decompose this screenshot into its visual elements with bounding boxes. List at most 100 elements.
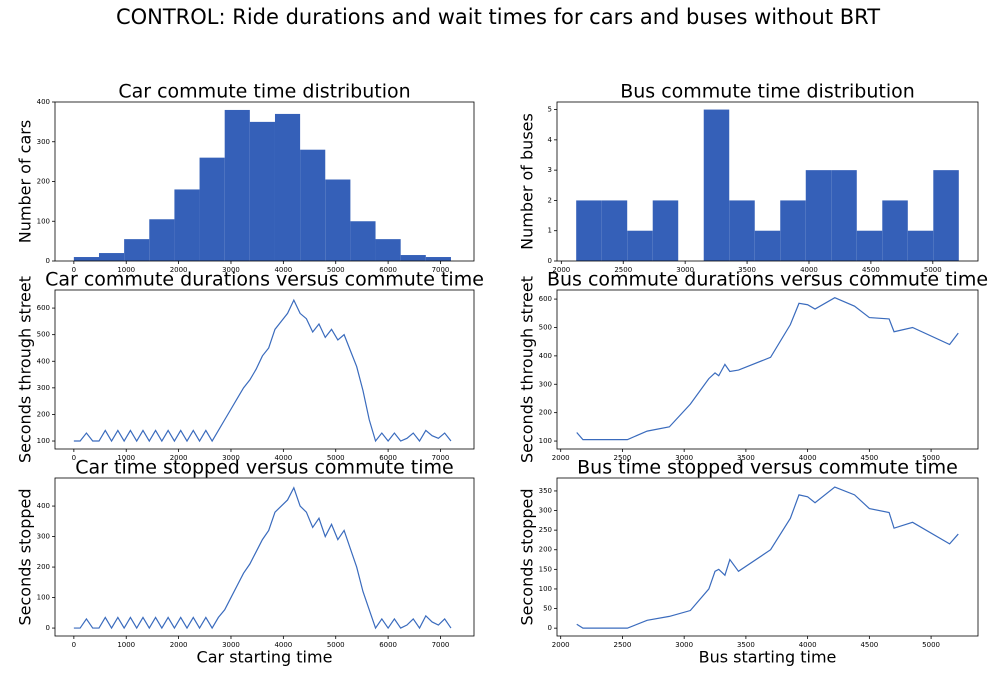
bar [174, 189, 200, 261]
x-tick-label: 4000 [799, 641, 817, 649]
y-tick-label: 0 [46, 624, 50, 632]
y-tick-label: 300 [539, 507, 552, 515]
x-tick-label: 4000 [274, 266, 292, 274]
bar [576, 200, 602, 261]
panel-title: Bus commute durations versus commute tim… [547, 269, 988, 291]
x-tick-label: 3000 [675, 454, 693, 462]
x-tick-label: 6000 [379, 641, 397, 649]
y-tick-label: 200 [539, 409, 552, 417]
x-tick-label: 5000 [922, 641, 940, 649]
bar [375, 239, 401, 261]
y-tick-label: 400 [37, 502, 50, 510]
x-tick-label: 3500 [737, 454, 755, 462]
y-tick-label: 400 [37, 357, 50, 365]
y-axis-label: Seconds stopped [16, 488, 35, 625]
x-tick-label: 3000 [222, 641, 240, 649]
line [73, 298, 452, 443]
panel-title: Car time stopped versus commute time [75, 457, 453, 479]
x-tick-label: 7000 [432, 454, 450, 462]
x-tick-label: 4000 [274, 454, 292, 462]
y-tick-label: 200 [37, 178, 50, 186]
x-tick-label: 2500 [614, 454, 632, 462]
bar [224, 109, 250, 261]
y-tick-label: 500 [539, 323, 552, 331]
x-tick-label: 0 [72, 266, 76, 274]
x-tick-label: 2000 [552, 266, 570, 274]
y-axis-label: Seconds through street [518, 276, 537, 463]
x-tick-label: 4500 [860, 454, 878, 462]
x-tick-label: 4500 [862, 266, 880, 274]
axes-frame [556, 477, 979, 637]
x-tick-label: 5000 [327, 641, 345, 649]
x-tick-label: 7000 [432, 641, 450, 649]
line [576, 297, 959, 441]
bar [98, 253, 125, 261]
y-tick-label: 5 [548, 106, 552, 114]
x-tick-label: 3000 [222, 266, 240, 274]
bar [703, 109, 730, 261]
y-tick-label: 500 [37, 331, 50, 339]
y-tick-label: 100 [539, 585, 552, 593]
x-tick-label: 6000 [379, 454, 397, 462]
x-tick-label: 0 [72, 641, 76, 649]
x-tick-label: 3000 [222, 454, 240, 462]
y-axis-label: Number of buses [518, 113, 537, 250]
x-tick-label: 3000 [676, 266, 694, 274]
x-tick-label: 4000 [800, 266, 818, 274]
x-tick-label: 2500 [614, 266, 632, 274]
panel-title: Car commute durations versus commute tim… [45, 269, 484, 291]
y-tick-label: 4 [548, 136, 553, 144]
y-tick-label: 100 [37, 437, 50, 445]
x-tick-label: 1000 [117, 641, 135, 649]
x-tick-label: 1000 [117, 454, 135, 462]
axes-frame [556, 289, 979, 450]
y-tick-label: 200 [37, 410, 50, 418]
bar [780, 200, 806, 261]
y-tick-label: 100 [37, 594, 50, 602]
y-axis-label: Seconds through street [16, 276, 35, 463]
bar [274, 113, 301, 261]
x-axis-label: Car starting time [197, 648, 333, 667]
bar [601, 200, 628, 261]
y-tick-label: 0 [548, 257, 552, 265]
bar [249, 121, 275, 261]
bar [831, 170, 857, 261]
y-tick-label: 1 [548, 227, 552, 235]
axes-frame [556, 101, 979, 262]
x-tick-label: 0 [72, 454, 76, 462]
y-tick-label: 300 [37, 384, 50, 392]
bar [400, 255, 426, 261]
line [73, 486, 452, 630]
x-tick-label: 2000 [552, 641, 570, 649]
y-tick-label: 400 [37, 98, 50, 106]
x-tick-label: 4000 [274, 641, 292, 649]
x-tick-label: 3000 [675, 641, 693, 649]
x-tick-label: 2000 [170, 266, 188, 274]
y-tick-label: 150 [539, 565, 552, 573]
x-tick-label: 5000 [924, 266, 942, 274]
bar [882, 200, 908, 261]
bar [149, 219, 175, 261]
x-tick-label: 4000 [799, 454, 817, 462]
x-tick-label: 2500 [614, 641, 632, 649]
x-tick-label: 7000 [432, 266, 450, 274]
x-tick-label: 2000 [170, 641, 188, 649]
y-tick-label: 0 [548, 624, 552, 632]
y-tick-label: 200 [539, 546, 552, 554]
line [576, 486, 959, 629]
y-tick-label: 350 [539, 487, 552, 495]
bar [907, 230, 934, 261]
axes-frame [54, 289, 475, 450]
panel-title: Bus time stopped versus commute time [577, 457, 958, 479]
x-tick-label: 2000 [170, 454, 188, 462]
panel-title: Car commute time distribution [118, 81, 410, 103]
x-tick-label: 3500 [737, 641, 755, 649]
y-tick-label: 100 [37, 217, 50, 225]
y-axis-label: Seconds stopped [518, 488, 537, 625]
x-tick-label: 3500 [738, 266, 756, 274]
x-tick-label: 4500 [860, 641, 878, 649]
x-axis-label: Bus starting time [699, 648, 837, 667]
x-tick-label: 5000 [922, 454, 940, 462]
y-tick-label: 300 [37, 533, 50, 541]
